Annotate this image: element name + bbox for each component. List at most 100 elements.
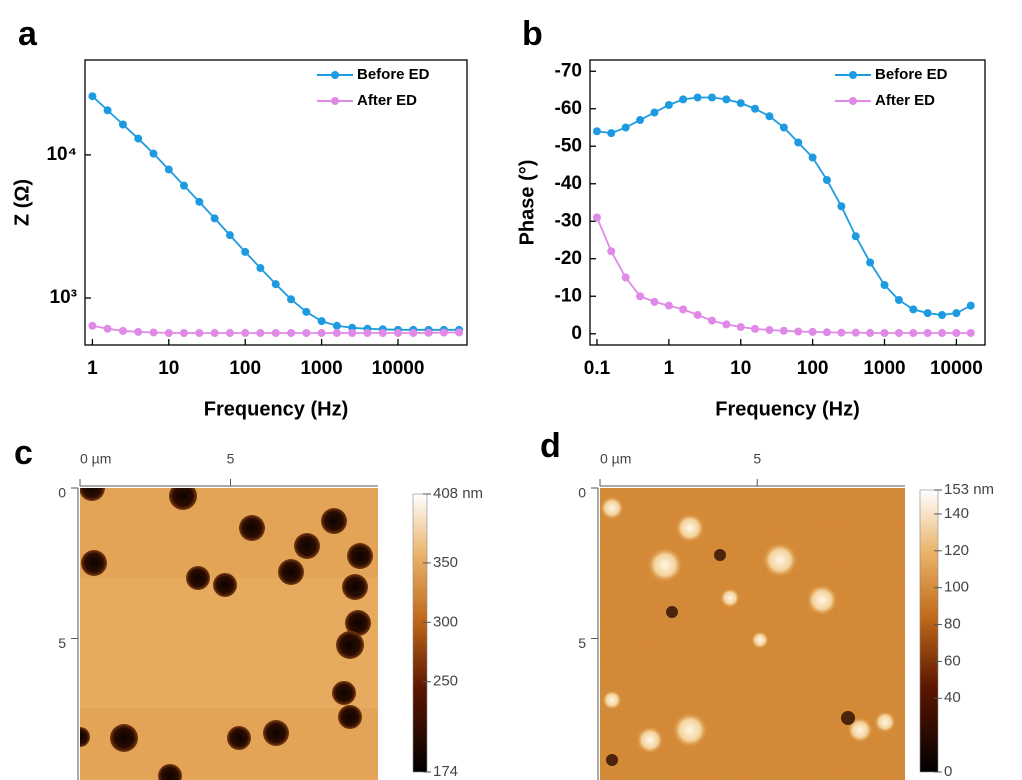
colorbar-tick-label: 140 — [944, 505, 969, 522]
legend-label: After ED — [875, 92, 935, 109]
data-point — [693, 93, 702, 102]
data-point — [722, 320, 731, 329]
pit — [81, 550, 107, 576]
x-tick-label: 1 — [664, 358, 675, 379]
data-point — [650, 108, 659, 117]
data-point — [880, 329, 889, 337]
y-tick-label: 10⁴ — [46, 144, 77, 165]
pit — [342, 574, 368, 600]
pore — [606, 754, 618, 766]
grain — [847, 717, 873, 743]
data-point — [455, 328, 464, 337]
data-point — [103, 324, 112, 333]
grain — [762, 542, 798, 578]
data-point — [225, 231, 234, 240]
data-point — [118, 326, 127, 335]
x-tick-label: 100 — [797, 358, 829, 379]
grain — [602, 690, 622, 710]
grain — [720, 588, 740, 608]
plot-frame — [589, 59, 986, 346]
data-point — [938, 329, 947, 337]
pit — [278, 559, 304, 585]
y-tick-label: 0 — [578, 485, 586, 501]
data-point — [241, 329, 250, 338]
colorbar — [919, 489, 939, 773]
data-point — [210, 329, 219, 338]
data-point — [779, 123, 788, 132]
pit — [213, 573, 237, 597]
grain — [874, 711, 896, 733]
data-point — [765, 326, 774, 334]
data-point — [693, 311, 702, 319]
x-tick-label: 10000 — [372, 358, 425, 379]
grain — [675, 513, 705, 543]
data-point — [621, 123, 630, 132]
x-tick-label: 5 — [227, 451, 235, 467]
colorbar-tick-label: 174 — [433, 763, 458, 780]
y-tick-label: 0 — [58, 485, 66, 501]
y-tick-label: 10³ — [50, 287, 77, 308]
data-point — [348, 329, 357, 338]
data-point — [636, 292, 645, 301]
data-point — [894, 296, 903, 304]
pit — [239, 515, 265, 541]
data-point — [722, 95, 731, 104]
pit — [263, 720, 289, 746]
data-point — [332, 321, 341, 330]
data-point — [439, 328, 448, 337]
legend-marker — [849, 97, 857, 105]
colorbar-tick-label: 60 — [944, 652, 961, 669]
data-point — [164, 329, 173, 338]
data-point — [808, 153, 817, 162]
y-tick-label: -50 — [555, 135, 582, 156]
data-point — [287, 329, 296, 338]
data-point — [179, 181, 188, 190]
y-tick-label: 5 — [58, 635, 66, 651]
pit — [80, 488, 105, 501]
colorbar — [412, 493, 428, 773]
x-tick-label: 10 — [730, 358, 751, 379]
data-point — [210, 214, 219, 223]
data-point — [923, 329, 932, 337]
legend-marker — [331, 97, 339, 105]
colorbar-tick-label: 350 — [433, 554, 458, 571]
colorbar-tick-label: 0 — [944, 763, 952, 780]
x-tick-label: 100 — [229, 358, 261, 379]
x-tick-label: 1000 — [863, 358, 905, 379]
data-point — [765, 112, 774, 121]
data-point — [225, 329, 234, 338]
y-axis-label: Z (Ω) — [11, 179, 33, 226]
y-tick-label: 5 — [578, 635, 586, 651]
pit — [336, 631, 364, 659]
data-point — [149, 149, 158, 158]
data-point — [195, 197, 204, 206]
pore — [841, 711, 855, 725]
data-point — [894, 329, 903, 337]
data-point — [909, 305, 918, 314]
data-point — [256, 329, 265, 338]
data-point — [195, 329, 204, 338]
panel-label: c — [14, 434, 33, 472]
data-point — [607, 247, 616, 256]
x-tick-label: 0 µm — [600, 451, 631, 467]
colorbar-tick-label: 153 nm — [944, 481, 994, 498]
data-point — [134, 134, 143, 143]
data-point — [332, 329, 341, 338]
data-point — [822, 176, 831, 184]
data-point — [851, 232, 860, 241]
series-line — [91, 95, 460, 331]
data-point — [394, 329, 403, 338]
data-point — [621, 273, 630, 282]
data-point — [241, 247, 250, 256]
data-point — [794, 327, 803, 336]
colorbar-tick-label: 100 — [944, 579, 969, 596]
x-tick-label: 0.1 — [584, 358, 611, 379]
data-point — [317, 329, 326, 338]
data-point — [88, 321, 97, 330]
data-point — [837, 328, 846, 337]
data-point — [88, 92, 97, 101]
data-point — [256, 264, 265, 273]
grain — [600, 496, 624, 520]
data-point — [271, 280, 280, 289]
